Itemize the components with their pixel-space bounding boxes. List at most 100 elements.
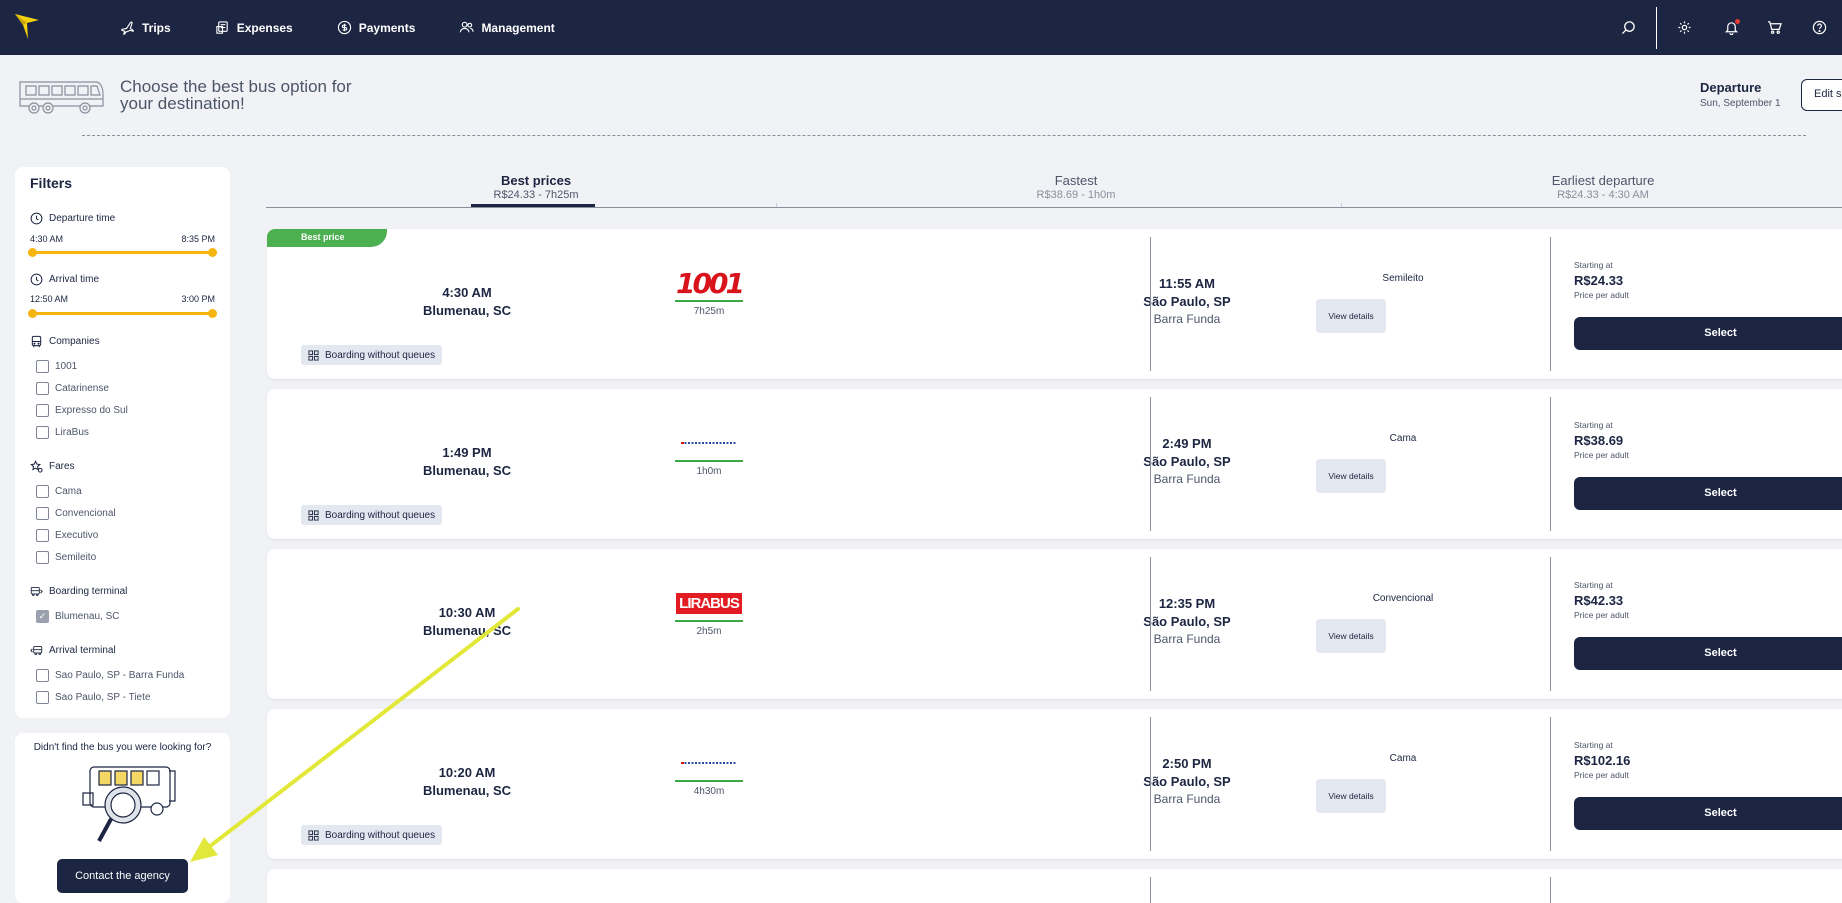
fare-option-executivo[interactable]: Executivo bbox=[36, 529, 98, 542]
nav-trips[interactable]: Trips bbox=[120, 20, 171, 35]
price-per-label: Price per adult bbox=[1574, 770, 1629, 780]
departure-summary: Departure Sun, September 1 bbox=[1700, 80, 1781, 109]
view-details-button[interactable]: View details bbox=[1316, 619, 1386, 653]
checkbox[interactable] bbox=[36, 426, 49, 439]
checkbox[interactable] bbox=[36, 691, 49, 704]
brand-logo-icon[interactable] bbox=[14, 10, 40, 40]
gear-icon[interactable] bbox=[1677, 20, 1692, 35]
departure-city: Blumenau, SC bbox=[422, 463, 512, 478]
boarding-feature-tag: Boarding without queues bbox=[301, 345, 443, 365]
boarding-feature-label: Boarding without queues bbox=[325, 509, 436, 521]
nav-management[interactable]: Management bbox=[459, 20, 555, 35]
contact-agency-button[interactable]: Contact the agency bbox=[57, 859, 188, 893]
checkbox[interactable] bbox=[36, 485, 49, 498]
tab-sub: R$24.33 - 7h25m bbox=[493, 189, 579, 201]
company-option-catarinense[interactable]: Catarinense bbox=[36, 382, 109, 395]
tab-earliest-departure[interactable]: Earliest departure R$24.33 - 4:30 AM bbox=[1498, 173, 1708, 201]
company-info: 1001 7h25m bbox=[675, 267, 745, 317]
arrival-slider-max-handle[interactable] bbox=[208, 309, 217, 318]
departure-time: 10:30 AM bbox=[438, 605, 496, 620]
qr-grid-icon bbox=[308, 349, 319, 361]
select-trip-button[interactable]: Select bbox=[1574, 317, 1842, 350]
nav-management-label: Management bbox=[481, 20, 555, 35]
checkbox[interactable] bbox=[36, 360, 49, 373]
arrival-option-barra-funda[interactable]: Sao Paulo, SP - Barra Funda bbox=[36, 669, 184, 682]
view-details-button[interactable]: View details bbox=[1316, 459, 1386, 493]
card-divider bbox=[1550, 557, 1551, 691]
company-info: 4h30m bbox=[675, 749, 743, 797]
card-divider bbox=[1150, 237, 1151, 371]
checkbox[interactable] bbox=[36, 507, 49, 520]
trip-card: 10:30 AM Blumenau, SC LIRABUS 2h5m 12:35… bbox=[267, 549, 1842, 699]
view-details-button[interactable]: View details bbox=[1316, 299, 1386, 333]
trip-duration: 1h0m bbox=[696, 466, 722, 477]
arrival-time-section: Arrival time bbox=[30, 273, 99, 286]
boarding-option-blumenau[interactable]: ✓ Blumenau, SC bbox=[36, 610, 119, 623]
arrival-option-tiete[interactable]: Sao Paulo, SP - Tiete bbox=[36, 691, 150, 704]
search-icon[interactable] bbox=[1621, 20, 1636, 35]
checkbox[interactable] bbox=[36, 404, 49, 417]
price-info: Starting at R$42.33 Price per adult bbox=[1574, 580, 1629, 620]
select-trip-button[interactable]: Select bbox=[1574, 797, 1842, 830]
checkbox[interactable] bbox=[36, 551, 49, 564]
boarding-feature-tag: Boarding without queues bbox=[301, 505, 443, 525]
tab-label: Best prices bbox=[500, 173, 572, 188]
price-starting-label: Starting at bbox=[1574, 260, 1613, 270]
company-option-1001[interactable]: 1001 bbox=[36, 360, 77, 373]
option-label: Expresso do Sul bbox=[55, 405, 128, 416]
clock-icon bbox=[30, 273, 43, 286]
departure-slider[interactable] bbox=[28, 248, 217, 257]
option-label: Blumenau, SC bbox=[55, 611, 120, 622]
boarding-feature-tag: Boarding without queues bbox=[301, 825, 443, 845]
qr-grid-icon bbox=[308, 829, 319, 841]
price-amount: R$24.33 bbox=[1574, 273, 1624, 288]
nav-expenses[interactable]: Expenses bbox=[215, 20, 293, 35]
topbar-divider bbox=[1656, 6, 1657, 49]
departure-time: 1:49 PM bbox=[442, 445, 492, 460]
trip-duration: 7h25m bbox=[693, 306, 725, 317]
arrival-info: 2:50 PM São Paulo, SP Barra Funda bbox=[1087, 756, 1287, 806]
option-label: Cama bbox=[55, 486, 82, 497]
departure-city: Blumenau, SC bbox=[422, 623, 512, 638]
boarding-feature-label: Boarding without queues bbox=[325, 829, 436, 841]
tab-best-prices[interactable]: Best prices R$24.33 - 7h25m bbox=[456, 173, 616, 201]
departure-info: 10:30 AM Blumenau, SC bbox=[367, 605, 567, 638]
departure-slider-max-handle[interactable] bbox=[208, 248, 217, 257]
arrival-slider[interactable] bbox=[28, 309, 217, 318]
help-icon[interactable] bbox=[1812, 20, 1827, 35]
fare-option-semileito[interactable]: Semileito bbox=[36, 551, 96, 564]
view-details-button[interactable]: View details bbox=[1316, 779, 1386, 813]
checkbox[interactable] bbox=[36, 529, 49, 542]
fare-type: Cama bbox=[1389, 753, 1417, 764]
price-per-label: Price per adult bbox=[1574, 450, 1629, 460]
company-option-lirabus[interactable]: LiraBus bbox=[36, 426, 89, 439]
departure-time-label: Departure time bbox=[49, 213, 116, 224]
qr-grid-icon bbox=[308, 509, 319, 521]
expenses-icon bbox=[216, 21, 228, 34]
fare-option-convencional[interactable]: Convencional bbox=[36, 507, 116, 520]
checkbox-checked[interactable]: ✓ bbox=[36, 610, 49, 623]
tab-fastest[interactable]: Fastest R$38.69 - 1h0m bbox=[976, 173, 1176, 201]
bus-magnifier-illustration-icon bbox=[82, 766, 176, 842]
arrival-terminal: Barra Funda bbox=[1153, 312, 1221, 326]
checkbox[interactable] bbox=[36, 669, 49, 682]
price-per-label: Price per adult bbox=[1574, 290, 1629, 300]
edit-search-button[interactable]: Edit se bbox=[1801, 79, 1842, 111]
arrival-max: 3:00 PM bbox=[181, 294, 215, 304]
notifications-button[interactable] bbox=[1724, 19, 1740, 36]
tab-label: Earliest departure bbox=[1551, 173, 1655, 188]
notification-dot bbox=[1735, 19, 1740, 24]
select-trip-button[interactable]: Select bbox=[1574, 637, 1842, 670]
select-trip-button[interactable]: Select bbox=[1574, 477, 1842, 510]
fare-type: Semileito bbox=[1382, 273, 1424, 284]
company-option-expresso-do-sul[interactable]: Expresso do Sul bbox=[36, 404, 128, 417]
fare-option-cama[interactable]: Cama bbox=[36, 485, 82, 498]
option-label: Convencional bbox=[55, 508, 116, 519]
departure-slider-min-handle[interactable] bbox=[28, 248, 37, 257]
cart-icon[interactable] bbox=[1767, 20, 1782, 35]
arrival-slider-min-handle[interactable] bbox=[28, 309, 37, 318]
checkbox[interactable] bbox=[36, 382, 49, 395]
company-logo-expresso bbox=[675, 429, 743, 457]
nav-payments[interactable]: Payments bbox=[337, 20, 415, 35]
departure-time-section: Departure time bbox=[30, 212, 115, 225]
